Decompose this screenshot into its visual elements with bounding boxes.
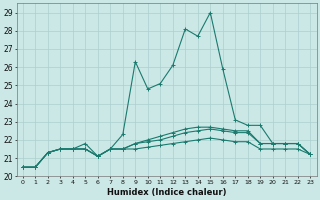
X-axis label: Humidex (Indice chaleur): Humidex (Indice chaleur) — [107, 188, 226, 197]
